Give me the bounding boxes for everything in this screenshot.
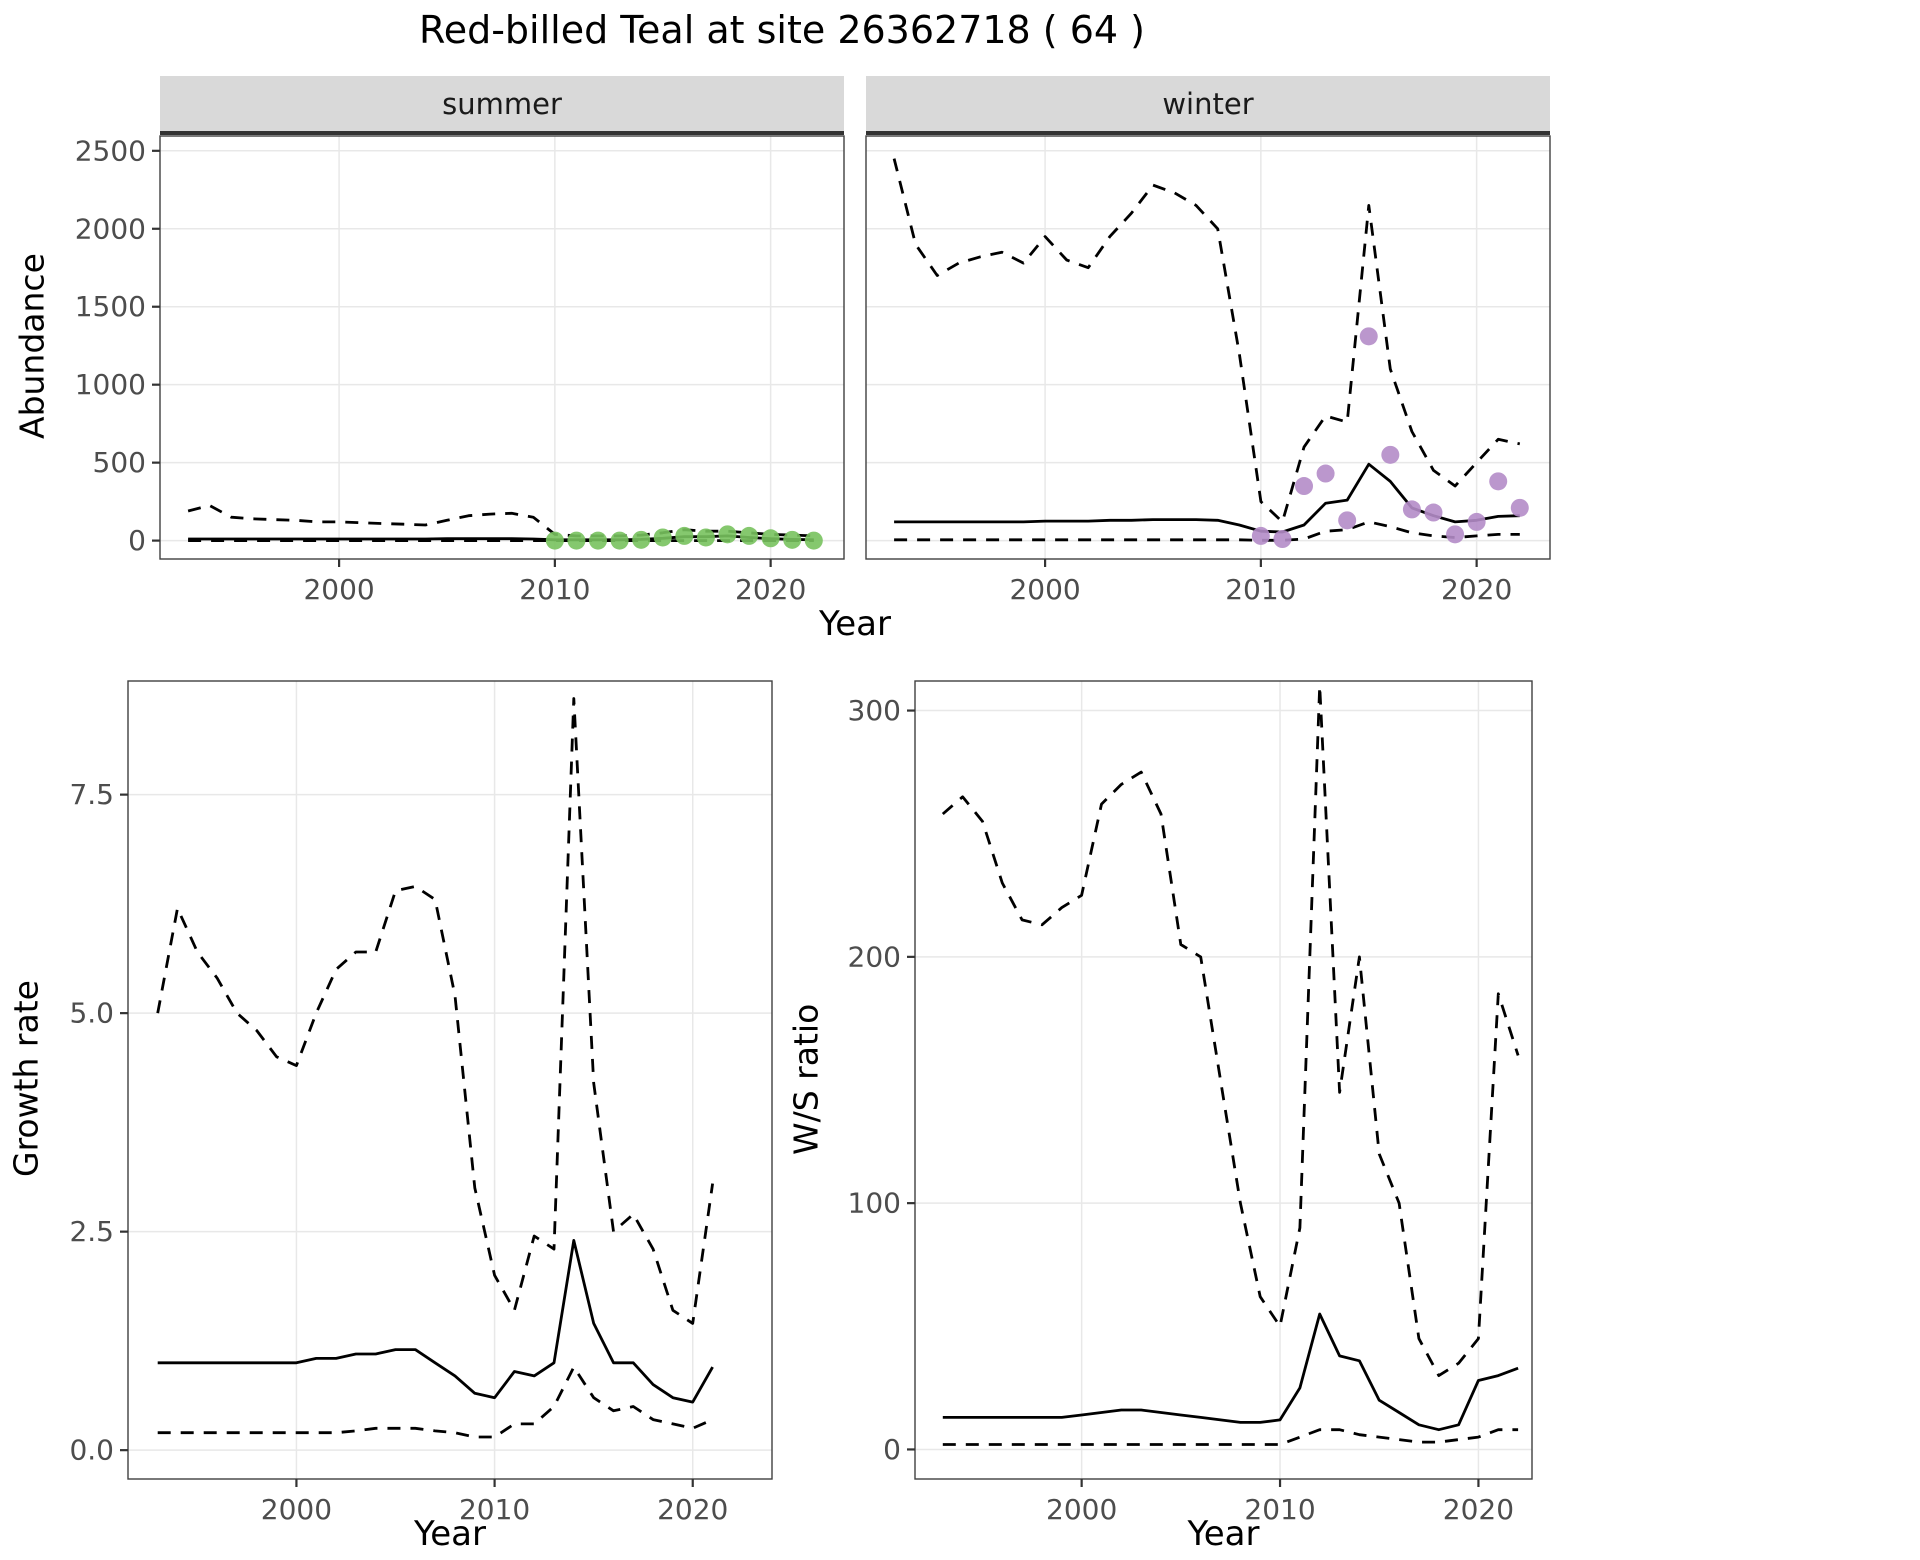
y-tick-label: 0.0	[69, 1434, 114, 1467]
data-point	[761, 529, 780, 548]
y-tick-label: 1500	[75, 290, 146, 323]
axis-ticks	[1043, 559, 1478, 567]
y-tick-label: 1000	[75, 368, 146, 401]
x-tick-label: 2020	[1443, 1493, 1514, 1526]
y-tick-label: 200	[848, 940, 901, 973]
data-point	[1446, 525, 1465, 544]
y-tick-label: 300	[848, 694, 901, 727]
growth-rate-chart: 2000 2010 2020 0.0 2.5 5.0 7.5	[69, 680, 773, 1526]
panel-border	[127, 680, 773, 1480]
x-tick-label: 2010	[519, 573, 590, 606]
axis-ticks	[907, 709, 1480, 1487]
grid-lines	[866, 136, 1550, 559]
data-point	[1402, 500, 1421, 519]
axis-tick-labels: 2000 2010 2020	[1009, 573, 1512, 606]
data-point	[589, 531, 608, 550]
y-tick-label: 500	[93, 446, 146, 479]
data-point	[1359, 327, 1378, 346]
data-point	[1424, 503, 1443, 522]
facet-strip-winter: winter	[866, 76, 1550, 135]
panel-background	[160, 136, 844, 559]
panel-border	[159, 135, 845, 560]
data-point	[653, 528, 672, 547]
data-point	[1510, 498, 1529, 517]
data-point	[1489, 472, 1508, 491]
y-tick-label: 2000	[75, 212, 146, 245]
data-point	[718, 525, 737, 544]
y-axis-title-abundance: Abundance	[12, 253, 52, 439]
data-point	[1381, 445, 1400, 464]
x-tick-label: 2000	[1046, 1493, 1117, 1526]
y-tick-label: 0	[128, 524, 146, 557]
x-tick-label: 2020	[657, 1493, 728, 1526]
grid-lines	[160, 136, 844, 559]
plot-title: Red-billed Teal at site 26362718 ( 64 )	[419, 8, 1145, 52]
panel-background	[128, 681, 772, 1479]
axis-tick-labels: 2000 2010 2020 0.0 2.5 5.0 7.5	[69, 778, 728, 1526]
data-point	[783, 530, 802, 549]
facet-strip-summer: summer	[160, 76, 844, 135]
y-tick-label: 7.5	[69, 778, 114, 811]
data-point	[1338, 511, 1357, 530]
data-point	[675, 526, 694, 545]
x-tick-label: 2000	[261, 1493, 332, 1526]
panel-background	[866, 136, 1550, 559]
axis-ticks	[120, 793, 694, 1487]
x-axis-title-year-bottom-left: Year	[414, 1514, 486, 1554]
data-point	[567, 531, 586, 550]
data-point	[1251, 526, 1270, 545]
y-tick-label: 2.5	[69, 1215, 114, 1248]
axis-tick-labels: 2000 2010 2020 0 100 200 300	[848, 694, 1515, 1526]
data-point	[1295, 477, 1314, 496]
lower-ci-line	[157, 1365, 714, 1439]
x-axis-title-year-bottom-right: Year	[1187, 1514, 1260, 1554]
data-point	[740, 526, 759, 545]
winter-abundance-chart: 2000 2010 2020	[865, 135, 1551, 606]
axis-tick-labels: 2000 2010 2020 0 500 1000 1500 2000 2500	[75, 134, 807, 606]
lower-ci-line	[942, 1428, 1519, 1446]
x-axis-title-year-top: Year	[819, 604, 891, 644]
data-point	[1316, 464, 1335, 483]
y-tick-label: 2500	[75, 134, 146, 167]
x-tick-label: 2000	[303, 573, 374, 606]
estimate-line	[942, 1312, 1519, 1432]
upper-ci-line	[941, 684, 1520, 1377]
y-tick-label: 0	[883, 1433, 901, 1466]
lower-ci-line	[894, 520, 1520, 542]
panel-border	[914, 680, 1533, 1480]
estimate-line	[157, 1239, 714, 1404]
data-point	[610, 531, 629, 550]
data-point	[632, 530, 651, 549]
x-tick-label: 2010	[1225, 573, 1296, 606]
panel-border	[865, 135, 1551, 560]
summer-abundance-chart: 2000 2010 2020 0 500 1000 1500 2000 2500	[75, 134, 845, 606]
data-point	[1273, 530, 1292, 549]
data-point	[1467, 512, 1486, 531]
panel-background	[915, 681, 1532, 1479]
x-tick-label: 2000	[1009, 573, 1080, 606]
ws-ratio-chart: 2000 2010 2020 0 100 200 300	[848, 680, 1533, 1526]
observed-counts-points	[1251, 327, 1529, 549]
data-point	[545, 531, 564, 550]
y-tick-label: 100	[848, 1187, 901, 1220]
x-tick-label: 2020	[735, 573, 806, 606]
x-tick-label: 2020	[1441, 573, 1512, 606]
y-tick-label: 5.0	[69, 997, 114, 1030]
axis-ticks	[152, 149, 772, 567]
data-point	[804, 531, 823, 550]
data-point	[696, 528, 715, 547]
grid-lines	[128, 681, 772, 1479]
observed-counts-points	[545, 525, 823, 550]
x-tick-label: 2010	[1244, 1493, 1315, 1526]
grid-lines	[915, 681, 1532, 1479]
x-tick-label: 2010	[459, 1493, 530, 1526]
upper-ci-line	[892, 158, 1521, 524]
